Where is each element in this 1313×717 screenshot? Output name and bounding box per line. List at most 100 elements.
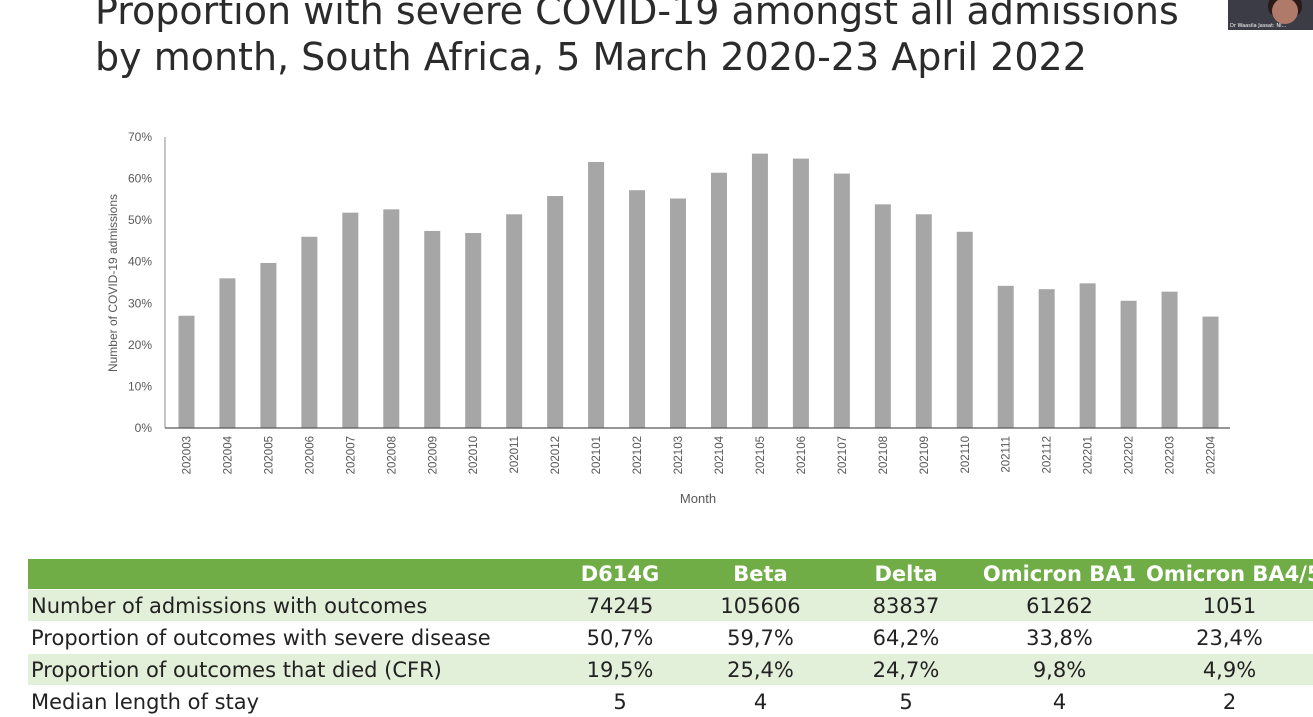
x-tick-label: 202006: [304, 436, 316, 474]
x-tick-label: 202108: [878, 436, 890, 474]
bar-202201: [1079, 283, 1096, 428]
bar-202108: [874, 204, 891, 428]
x-tick-label: 202011: [509, 436, 521, 474]
table-cell: 25,4%: [682, 653, 839, 686]
x-tick-label: 202010: [468, 436, 480, 474]
table-cell: 24,7%: [839, 653, 973, 686]
bar-202103: [670, 198, 687, 428]
x-tick-labels: 202003 202004 202005 202006 202007 202008 2020…: [181, 435, 1217, 474]
table-cell: 5: [839, 685, 973, 717]
bar-202102: [629, 190, 646, 428]
table-row: Proportion of outcomes that died (CFR) 1…: [28, 653, 1313, 686]
table-cell: 23,4%: [1146, 621, 1313, 654]
table-row: Median length of stay 5 4 5 4 2: [28, 685, 1313, 717]
row-label: Number of admissions with outcomes: [28, 589, 558, 622]
x-tick-label: 202105: [755, 436, 767, 474]
table-cell: 74245: [558, 589, 682, 622]
header-cell-beta: Beta: [682, 559, 839, 590]
x-tick-label: 202004: [222, 435, 234, 474]
x-tick-label: 202202: [1124, 436, 1136, 474]
header-cell-d614g: D614G: [558, 559, 682, 590]
x-tick-label: 202007: [345, 436, 357, 474]
table-header-row: D614G Beta Delta Omicron BA1 Omicron BA4…: [28, 559, 1313, 590]
bar-series: [178, 153, 1219, 429]
row-label: Proportion of outcomes with severe disea…: [28, 621, 558, 654]
table-cell: 59,7%: [682, 621, 839, 654]
table-cell: 83837: [839, 589, 973, 622]
x-tick-label: 202104: [714, 435, 726, 474]
x-tick-label: 202204: [1206, 435, 1218, 474]
variant-summary-table: D614G Beta Delta Omicron BA1 Omicron BA4…: [28, 559, 1313, 717]
bar-chart: Number of COVID-19 admissions Month 0% 10…: [106, 130, 1230, 506]
page-title: Proportion with severe COVID-19 amongst …: [95, 0, 1179, 79]
x-tick-label: 202203: [1165, 436, 1177, 474]
x-tick-label: 202101: [591, 436, 603, 474]
x-axis-label: Month: [680, 491, 716, 506]
table-cell: 4: [682, 685, 839, 717]
x-tick-label: 202008: [386, 436, 398, 474]
bar-202012: [547, 196, 564, 428]
x-tick-label: 202009: [427, 436, 439, 474]
presenter-caption: Dr Waasila Jassat: NI...: [1230, 23, 1287, 29]
x-tick-label: 202106: [796, 436, 808, 474]
y-tick-labels: 0% 10% 20% 30% 40% 50% 60% 70%: [128, 130, 152, 435]
bar-202008: [383, 209, 400, 428]
bar-202112: [1038, 289, 1055, 428]
table-row: Number of admissions with outcomes 74245…: [28, 589, 1313, 622]
table-cell: 4: [973, 685, 1146, 717]
y-tick-label: 50%: [128, 213, 152, 227]
presenter-face: [1272, 0, 1298, 24]
y-tick-label: 0%: [135, 421, 153, 435]
x-tick-label: 202005: [263, 436, 275, 474]
x-tick-label: 202103: [673, 436, 685, 474]
table-cell: 1051: [1146, 589, 1313, 622]
x-tick-label: 202107: [837, 436, 849, 474]
x-tick-label: 202111: [1001, 436, 1013, 473]
bar-202007: [342, 212, 359, 428]
bar-202104: [710, 172, 727, 428]
y-tick-label: 60%: [128, 172, 152, 186]
header-cell-delta: Delta: [839, 559, 973, 590]
bar-202202: [1120, 300, 1137, 428]
y-tick-label: 70%: [128, 130, 152, 144]
bar-202101: [588, 161, 605, 428]
presenter-video-thumbnail[interactable]: Dr Waasila Jassat: NI...: [1228, 0, 1313, 30]
x-tick-label: 202102: [632, 436, 644, 474]
bar-202003: [178, 315, 195, 428]
bar-202011: [506, 214, 523, 428]
header-cell-omicron-ba45: Omicron BA4/5: [1146, 559, 1313, 590]
x-tick-label: 202012: [550, 436, 562, 474]
bar-202107: [833, 173, 850, 428]
x-tick-label: 202110: [960, 436, 972, 474]
bar-202106: [792, 158, 809, 429]
header-cell: [28, 559, 558, 590]
bar-202009: [424, 230, 441, 428]
x-tick-label: 202109: [919, 436, 931, 474]
y-tick-label: 20%: [128, 338, 152, 352]
table-cell: 5: [558, 685, 682, 717]
bar-202203: [1161, 291, 1178, 428]
bar-202004: [219, 278, 236, 428]
y-tick-label: 30%: [128, 296, 152, 310]
bar-202005: [260, 262, 277, 428]
x-tick-label: 202003: [181, 436, 193, 474]
table-cell: 4,9%: [1146, 653, 1313, 686]
header-cell-omicron-ba1: Omicron BA1: [973, 559, 1146, 590]
table-cell: 105606: [682, 589, 839, 622]
bar-202006: [301, 236, 318, 428]
bar-202111: [997, 285, 1014, 428]
y-tick-label: 40%: [128, 255, 152, 269]
table-cell: 19,5%: [558, 653, 682, 686]
bar-202105: [751, 153, 768, 428]
x-tick-label: 202201: [1083, 436, 1095, 474]
y-tick-label: 10%: [128, 379, 152, 393]
table-cell: 50,7%: [558, 621, 682, 654]
variant-summary-table-container: D614G Beta Delta Omicron BA1 Omicron BA4…: [28, 559, 1313, 717]
table-cell: 2: [1146, 685, 1313, 717]
bar-202109: [915, 214, 932, 428]
y-axis-label: Number of COVID-19 admissions: [106, 194, 120, 372]
table-cell: 9,8%: [973, 653, 1146, 686]
bar-202110: [956, 231, 973, 428]
x-tick-label: 202112: [1042, 436, 1054, 474]
row-label: Median length of stay: [28, 685, 558, 717]
